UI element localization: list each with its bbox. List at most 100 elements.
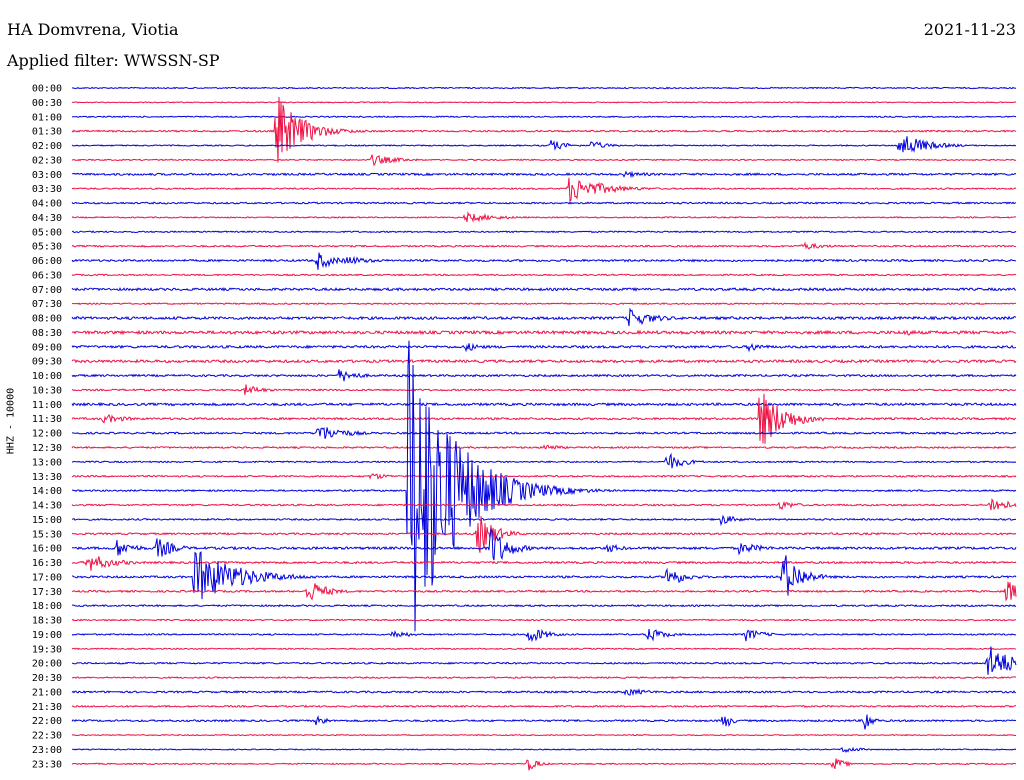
time-tick-label: 01:30	[32, 127, 62, 138]
time-tick-label: 16:00	[32, 544, 62, 555]
record-date: 2021-11-23	[923, 20, 1016, 39]
trace-line-1030	[71, 384, 1017, 395]
time-tick-label: 09:00	[32, 342, 62, 353]
time-tick-label: 04:00	[32, 199, 62, 210]
trace-line-1230	[71, 444, 1017, 450]
time-tick-label: 00:30	[32, 98, 62, 109]
time-tick-label: 23:30	[32, 759, 62, 770]
trace-line-1500	[71, 514, 1017, 527]
trace-line-0100	[71, 115, 1017, 119]
trace-line-2300	[71, 746, 1017, 753]
time-tick-label: 21:00	[32, 687, 62, 698]
trace-line-0330	[71, 177, 1017, 203]
time-tick-label: 02:30	[32, 155, 62, 166]
time-tick-label: 12:30	[32, 443, 62, 454]
time-tick-label: 11:30	[32, 414, 62, 425]
time-tick-label: 23:00	[32, 745, 62, 756]
time-tick-label: 14:00	[32, 486, 62, 497]
trace-line-1400	[71, 340, 1017, 632]
time-tick-label: 01:00	[32, 112, 62, 123]
time-tick-label: 16:30	[32, 558, 62, 569]
trace-line-1700	[71, 551, 1017, 600]
trace-line-1330	[71, 473, 1017, 480]
trace-line-1430	[71, 498, 1017, 511]
time-tick-label: 06:00	[32, 256, 62, 267]
time-tick-label: 09:30	[32, 357, 62, 368]
trace-line-0130	[71, 96, 1017, 163]
trace-line-0900	[71, 342, 1017, 353]
trace-line-1800	[71, 604, 1017, 608]
time-tick-label: 22:00	[32, 716, 62, 727]
seismogram-traces	[71, 86, 1017, 771]
trace-line-2200	[71, 714, 1017, 730]
time-tick-label: 05:00	[32, 227, 62, 238]
time-tick-label: 03:00	[32, 170, 62, 181]
time-tick-label: 17:30	[32, 587, 62, 598]
time-tick-label: 18:00	[32, 601, 62, 612]
trace-line-2030	[71, 676, 1017, 680]
time-tick-label: 19:00	[32, 630, 62, 641]
time-tick-label: 08:00	[32, 314, 62, 325]
trace-line-2230	[71, 733, 1016, 737]
trace-line-1300	[71, 452, 1017, 469]
time-tick-label: 13:30	[32, 472, 62, 483]
trace-line-0730	[71, 302, 1017, 306]
trace-line-0600	[71, 252, 1017, 270]
trace-line-0200	[71, 136, 1017, 153]
trace-line-0800	[71, 307, 1017, 327]
trace-line-1130	[71, 393, 1017, 444]
trace-line-0230	[71, 154, 1017, 167]
trace-line-0430	[71, 211, 1017, 223]
time-tick-label: 20:00	[32, 659, 62, 670]
time-tick-label: 10:00	[32, 371, 62, 382]
trace-line-2000	[71, 646, 1017, 675]
time-tick-labels: 00:00 00:30 01:00 01:30 02:00 02:30 03:00 03:30…	[32, 84, 62, 771]
time-tick-label: 15:30	[32, 529, 62, 540]
time-tick-label: 19:30	[32, 644, 62, 655]
time-tick-label: 07:00	[32, 285, 62, 296]
trace-line-0700	[71, 286, 1017, 292]
trace-line-0400	[71, 201, 1017, 205]
time-tick-label: 06:30	[32, 270, 62, 281]
time-tick-label: 14:30	[32, 501, 62, 512]
time-tick-label: 07:30	[32, 299, 62, 310]
trace-line-2100	[71, 688, 1017, 696]
trace-line-1830	[71, 618, 1017, 622]
trace-line-1000	[71, 369, 1017, 382]
time-tick-label: 21:30	[32, 702, 62, 713]
time-tick-label: 20:30	[32, 673, 62, 684]
trace-line-0000	[71, 86, 1017, 90]
time-tick-label: 04:30	[32, 213, 62, 224]
trace-line-2130	[71, 704, 1017, 708]
trace-line-0530	[71, 241, 1017, 250]
trace-line-1600	[72, 528, 1017, 561]
trace-line-0300	[71, 170, 1017, 179]
trace-line-0830	[71, 329, 1017, 336]
filter-label: Applied filter: WWSSN-SP	[7, 51, 220, 70]
time-tick-label: 17:00	[32, 572, 62, 583]
trace-line-2330	[71, 758, 1016, 771]
time-tick-label: 18:30	[32, 616, 62, 627]
time-tick-label: 10:30	[32, 385, 62, 396]
trace-line-1930	[71, 647, 1017, 651]
trace-line-1730	[71, 581, 1017, 602]
trace-line-1100	[71, 401, 1017, 407]
time-tick-label: 02:00	[32, 141, 62, 152]
trace-line-1900	[71, 628, 1017, 643]
time-tick-label: 22:30	[32, 731, 62, 742]
trace-line-0630	[71, 273, 1017, 277]
trace-line-0030	[72, 101, 1016, 104]
trace-line-1530	[71, 516, 1017, 553]
time-tick-label: 15:00	[32, 515, 62, 526]
trace-line-1200	[72, 427, 1017, 439]
time-tick-label: 13:00	[32, 457, 62, 468]
trace-line-1630	[71, 556, 1017, 571]
time-tick-label: 11:00	[32, 400, 62, 411]
time-tick-label: 08:30	[32, 328, 62, 339]
time-tick-label: 05:30	[32, 242, 62, 253]
time-tick-label: 00:00	[32, 84, 62, 95]
trace-line-0930	[71, 358, 1017, 364]
station-title: HA Domvrena, Viotia	[7, 20, 179, 39]
time-tick-label: 03:30	[32, 184, 62, 195]
